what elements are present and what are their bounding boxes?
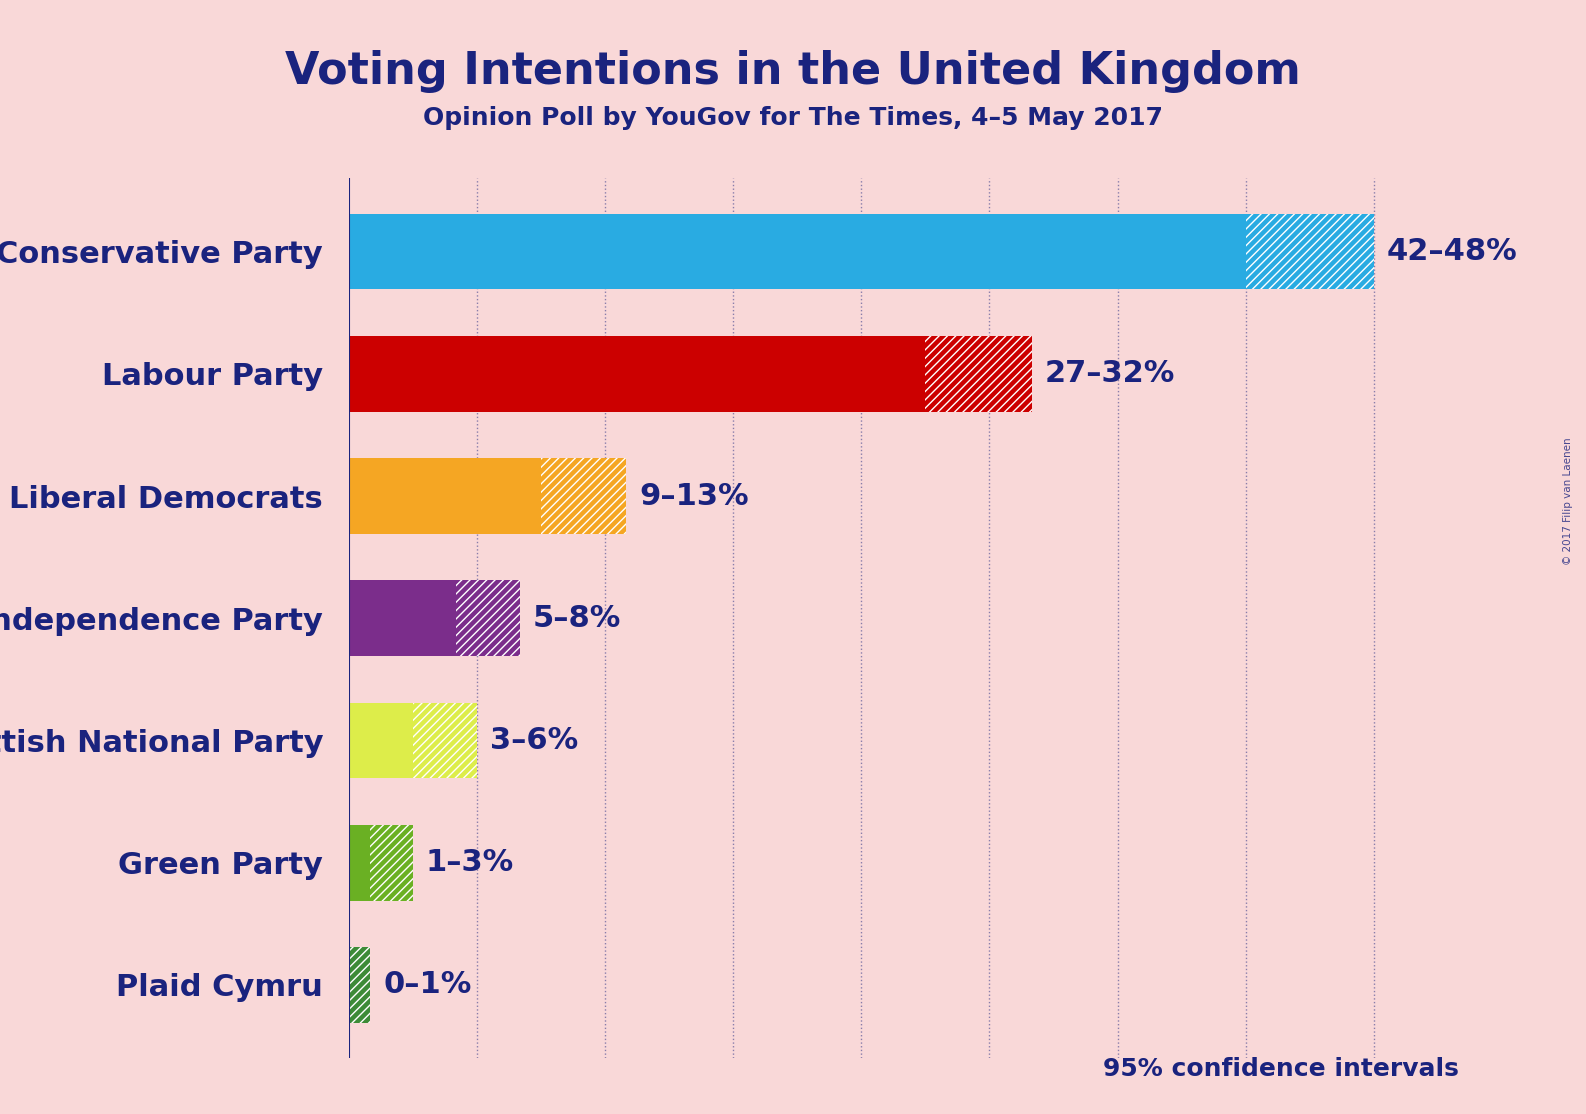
- Bar: [349, 947, 370, 1023]
- Text: 3–6%: 3–6%: [490, 726, 577, 755]
- Text: 95% confidence intervals: 95% confidence intervals: [1104, 1056, 1459, 1081]
- Text: 9–13%: 9–13%: [639, 481, 749, 510]
- Text: Voting Intentions in the United Kingdom: Voting Intentions in the United Kingdom: [285, 50, 1301, 94]
- Bar: [455, 580, 520, 656]
- Text: 0–1%: 0–1%: [384, 970, 471, 999]
- Bar: [925, 336, 1032, 412]
- Bar: [412, 703, 477, 779]
- Text: 1–3%: 1–3%: [425, 848, 514, 877]
- Text: Opinion Poll by YouGov for The Times, 4–5 May 2017: Opinion Poll by YouGov for The Times, 4–…: [423, 106, 1163, 130]
- Bar: [349, 580, 455, 656]
- Bar: [349, 458, 541, 534]
- Bar: [349, 214, 1245, 290]
- Bar: [349, 824, 370, 900]
- Text: 42–48%: 42–48%: [1386, 237, 1518, 266]
- Bar: [541, 458, 626, 534]
- Text: 27–32%: 27–32%: [1045, 360, 1175, 389]
- Text: 5–8%: 5–8%: [533, 604, 620, 633]
- Bar: [349, 336, 925, 412]
- Text: © 2017 Filip van Laenen: © 2017 Filip van Laenen: [1564, 438, 1573, 565]
- Bar: [370, 824, 412, 900]
- Bar: [1245, 214, 1373, 290]
- Bar: [349, 703, 412, 779]
